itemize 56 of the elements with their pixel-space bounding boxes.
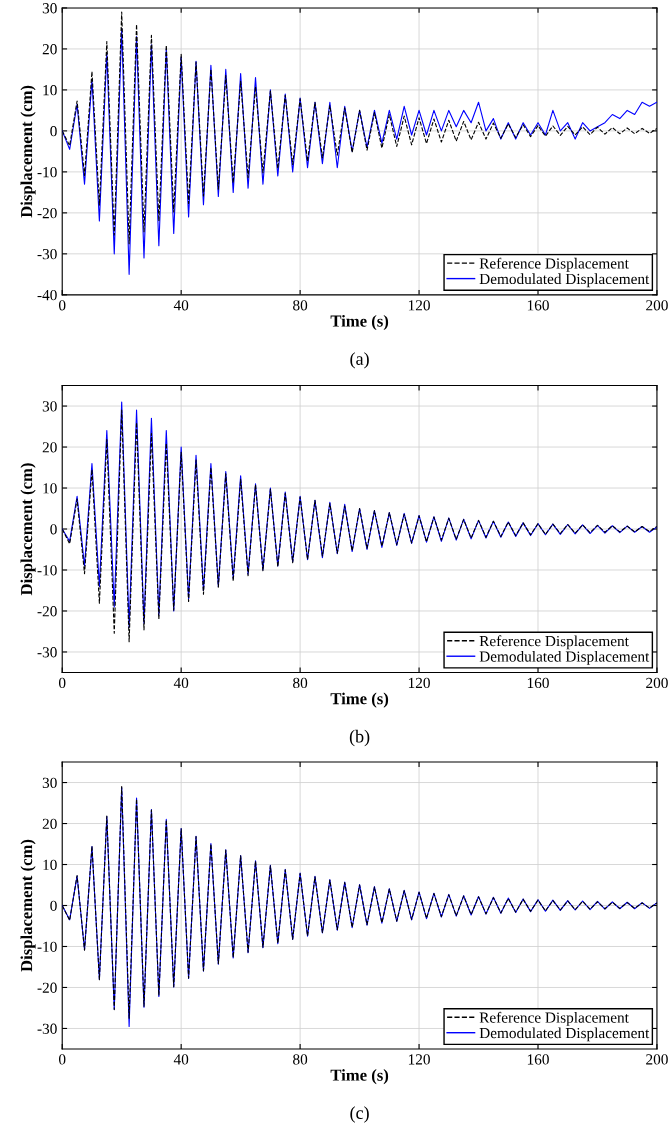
legend-label: Reference Displacement: [479, 1011, 629, 1026]
legend-label: Demodulated Displacement: [479, 273, 650, 288]
x-tick-label: 120: [408, 677, 430, 689]
legend-label: Demodulated Displacement: [479, 1027, 650, 1042]
x-axis-title: Time (s): [330, 314, 389, 331]
x-tick-label: 120: [408, 1054, 430, 1065]
x-tick-label: 80: [293, 1054, 308, 1065]
legend-label: Reference Displacement: [479, 635, 629, 650]
y-tick-label: 0: [50, 524, 57, 535]
y-tick-label: -20: [37, 982, 57, 993]
y-tick-label: 0: [50, 126, 57, 137]
x-tick-label: 0: [58, 300, 66, 311]
x-tick-label: 0: [58, 677, 66, 689]
x-tick-label: 80: [293, 300, 308, 311]
y-tick-label: 30: [42, 777, 57, 788]
y-axis-title: Displacement (cm): [20, 839, 36, 972]
x-tick-label: 160: [527, 1054, 549, 1065]
text: (a): [350, 352, 369, 369]
y-axis-title: Displacement (cm): [20, 85, 36, 218]
x-tick-label: 160: [527, 677, 549, 689]
x-tick-label: 40: [173, 677, 189, 689]
y-tick-label: -10: [37, 565, 57, 576]
y-axis-title: Displacement (cm): [20, 463, 36, 596]
y-tick-label: -10: [37, 941, 57, 952]
y-tick-label: -30: [37, 1023, 57, 1034]
x-tick-label: 200: [646, 1054, 668, 1065]
x-tick-label: 200: [646, 300, 668, 311]
y-tick-label: 10: [43, 85, 57, 96]
x-tick-label: 40: [173, 300, 189, 311]
y-tick-label: -20: [37, 208, 57, 219]
y-tick-label: 0: [50, 900, 57, 911]
text: (c): [350, 1106, 369, 1123]
y-tick-label: 10: [43, 483, 57, 494]
y-tick-label: 20: [42, 818, 57, 829]
x-tick-label: 40: [173, 1054, 189, 1065]
y-tick-label: 20: [42, 44, 57, 55]
y-tick-label: -20: [37, 606, 57, 617]
x-tick-label: 80: [293, 677, 308, 689]
x-tick-label: 0: [58, 1054, 66, 1065]
y-tick-label: 20: [42, 442, 57, 453]
x-axis-title: Time (s): [330, 1069, 389, 1085]
x-tick-label: 120: [408, 300, 430, 311]
legend-label: Reference Displacement: [479, 257, 629, 272]
legend-label: Demodulated Displacement: [479, 650, 650, 665]
y-tick-label: 30: [42, 401, 57, 412]
y-tick-label: 30: [42, 3, 57, 14]
text: (b): [349, 729, 370, 747]
x-axis-title: Time (s): [330, 692, 389, 708]
y-tick-label: -30: [37, 248, 57, 260]
y-tick-label: -10: [37, 167, 57, 178]
y-tick-label: -40: [37, 289, 57, 301]
x-tick-label: 160: [527, 300, 549, 311]
y-tick-label: 10: [43, 859, 57, 870]
y-tick-label: -30: [37, 647, 57, 658]
line-series: [62, 27, 657, 275]
x-tick-label: 200: [646, 677, 668, 689]
